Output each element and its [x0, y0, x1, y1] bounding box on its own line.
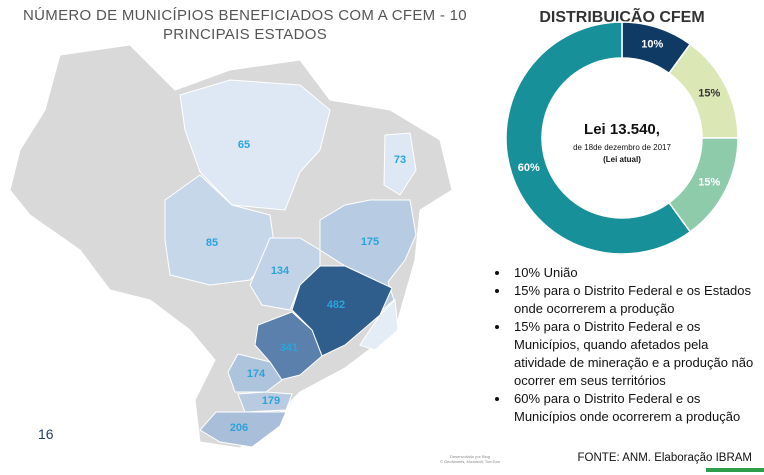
- bullet-item: 10% União: [510, 264, 756, 282]
- state-value: 175: [361, 236, 379, 248]
- state-value: 179: [262, 395, 280, 407]
- state: [199, 411, 287, 448]
- map-credit: © GeoNames, Microsoft, TomTom: [440, 459, 501, 464]
- state: [179, 79, 331, 211]
- state-value: 85: [206, 237, 218, 249]
- map-credit: Desenvolvido por Bing: [450, 454, 490, 459]
- segment-label: 10%: [641, 39, 663, 51]
- state-value: 65: [238, 139, 250, 151]
- state-value: 482: [327, 299, 345, 311]
- state-value: 206: [230, 422, 248, 434]
- state: [237, 391, 293, 413]
- bullet-item: 60% para o Distrito Federal e os Municíp…: [510, 390, 756, 426]
- state-value: 174: [247, 368, 266, 380]
- page-number: 16: [38, 426, 54, 442]
- bullet-item: 15% para o Distrito Federal e os Municíp…: [510, 318, 756, 390]
- center-text: (Lei atual): [603, 155, 641, 164]
- segment-label: 15%: [698, 176, 720, 188]
- segment-label: 60%: [518, 162, 540, 174]
- segment-label: 15%: [698, 87, 720, 99]
- state-value: 341: [280, 342, 298, 354]
- pie-title: DISTRIBUIÇÃO CFEM: [539, 6, 704, 26]
- bullet-list: 10% União15% para o Distrito Federal e o…: [488, 264, 756, 426]
- state: [254, 311, 323, 381]
- map-title: NÚMERO DE MUNICÍPIOS BENEFICIADOS COM A …: [23, 7, 467, 43]
- center-text: de 18de dezembro de 2017: [573, 143, 671, 152]
- accent-bar: [706, 468, 764, 472]
- state: [383, 132, 417, 196]
- center-text: Lei 13.540,: [584, 121, 660, 138]
- map-region: [359, 298, 399, 351]
- state-value: 134: [271, 265, 290, 277]
- donut-segment: [505, 21, 692, 255]
- source: FONTE: ANM. Elaboração IBRAM: [577, 452, 752, 464]
- bullet-item: 15% para o Distrito Federal e os Estados…: [510, 282, 756, 318]
- state-value: 73: [394, 154, 406, 166]
